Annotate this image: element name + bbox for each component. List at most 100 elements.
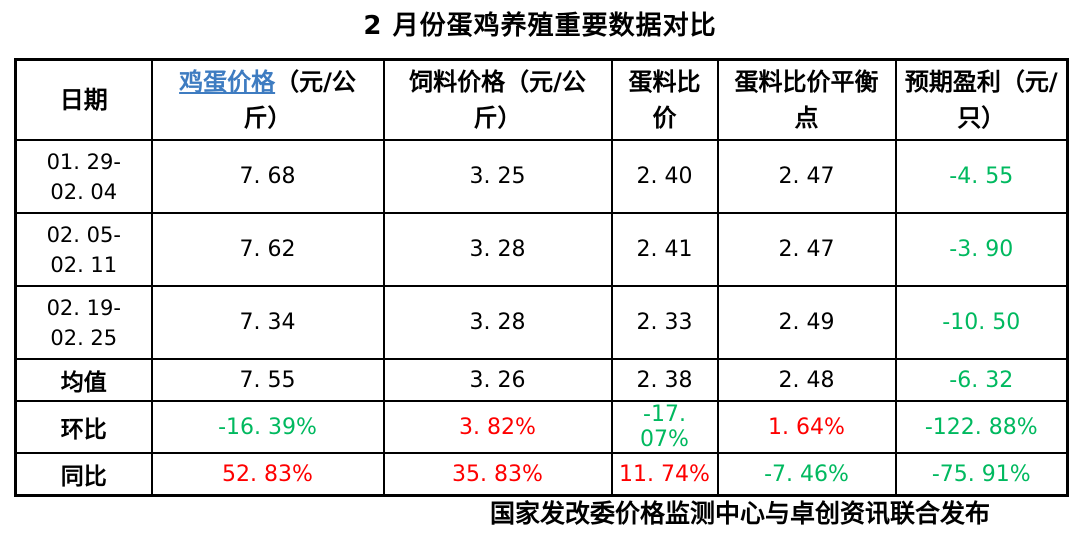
value-cell: 7. 34 <box>150 285 385 360</box>
cell-value: -7. 46% <box>764 461 849 487</box>
table-row-yoy: 同比 52. 83% 35. 83% 11. 74% -7. 46% -75. … <box>14 452 1069 497</box>
egg-price-link[interactable]: 鸡蛋价格 <box>179 68 276 96</box>
date-cell: 02. 19- 02. 25 <box>14 285 153 360</box>
value-cell: 2. 47 <box>716 212 897 287</box>
header-egg-feed-ratio: 蛋料比 价 <box>610 58 719 141</box>
cell-value: -4. 55 <box>949 164 1014 189</box>
value-cell: -10. 50 <box>894 285 1069 360</box>
cell-value: 11. 74% <box>619 461 710 487</box>
header-balance-point: 蛋料比价平衡 点 <box>716 58 897 141</box>
cell-value: -122. 88% <box>924 414 1038 440</box>
date-line2: 02. 25 <box>50 325 118 350</box>
cell-value: 35. 83% <box>452 461 543 487</box>
cell-value: 7. 62 <box>239 237 296 262</box>
value-cell: 11. 74% <box>610 452 719 497</box>
date-line2: 02. 04 <box>50 179 118 204</box>
value-cell: 7. 68 <box>150 139 385 214</box>
table-row-mean: 均值 7. 55 3. 26 2. 38 2. 48 -6. 32 <box>14 358 1069 402</box>
cell-value: 2. 48 <box>778 367 835 393</box>
value-cell: 3. 28 <box>382 285 613 360</box>
cell-value: -3. 90 <box>949 237 1014 262</box>
header-feed-price: 饲料价格（元/公 斤） <box>382 58 613 141</box>
header-row: 日期 鸡蛋价格（元/公 斤） 饲料价格（元/公 斤） 蛋料比 价 蛋料比价平衡 … <box>14 58 1069 141</box>
page-title: 2 月份蛋鸡养殖重要数据对比 <box>363 11 717 41</box>
cell-value: -16. 39% <box>218 414 317 440</box>
table-row-week1: 01. 29- 02. 04 7. 68 3. 25 2. 40 2. 47 -… <box>14 139 1069 214</box>
cell-value: 3. 28 <box>469 237 526 262</box>
value-cell: -75. 91% <box>894 452 1069 497</box>
value-cell: 3. 25 <box>382 139 613 214</box>
cell-value: 3. 28 <box>469 310 526 335</box>
date-cell: 01. 29- 02. 04 <box>14 139 153 214</box>
cell-value: -6. 32 <box>949 367 1014 393</box>
value-cell: -3. 90 <box>894 212 1069 287</box>
date-line1: 02. 19- <box>46 295 121 320</box>
value-cell: 2. 38 <box>610 358 719 402</box>
date-line2: 02. 11 <box>50 252 118 277</box>
header-balance-label2: 点 <box>794 104 819 132</box>
cell-value: 2. 38 <box>636 367 693 393</box>
header-profit-label: 预期盈利（元/ <box>904 68 1058 96</box>
row-label-cell: 同比 <box>14 452 153 497</box>
cell-value: -17. 07% <box>640 402 689 452</box>
header-egg-price-unit: （元/公 <box>275 68 356 96</box>
header-date-label: 日期 <box>59 86 108 114</box>
value-cell: 3. 82% <box>382 400 613 454</box>
cell-value: 1. 64% <box>768 414 845 440</box>
egg-data-table: 日期 鸡蛋价格（元/公 斤） 饲料价格（元/公 斤） 蛋料比 价 蛋料比价平衡 … <box>14 58 1069 497</box>
row-label: 同比 <box>60 464 107 490</box>
date-line1: 01. 29- <box>46 149 121 174</box>
table-row-week3: 02. 19- 02. 25 7. 34 3. 28 2. 33 2. 49 -… <box>14 285 1069 360</box>
cell-value: 2. 40 <box>636 164 693 189</box>
cell-value: 7. 34 <box>239 310 296 335</box>
value-cell: -16. 39% <box>150 400 385 454</box>
cell-value: 3. 26 <box>469 367 526 393</box>
value-cell: 3. 26 <box>382 358 613 402</box>
table-row-mom: 环比 -16. 39% 3. 82% -17. 07% 1. 64% -122.… <box>14 400 1069 454</box>
header-ratio-label: 蛋料比 <box>628 68 701 96</box>
value-cell: 2. 40 <box>610 139 719 214</box>
cell-value: 52. 83% <box>222 461 313 487</box>
cell-value: 7. 55 <box>239 367 296 393</box>
cell-value: 3. 82% <box>459 414 536 440</box>
header-egg-price-unit2: 斤） <box>243 104 292 132</box>
header-profit-label2: 只） <box>957 104 1006 132</box>
row-label-cell: 环比 <box>14 400 153 454</box>
cell-value: 2. 47 <box>778 237 835 262</box>
value-cell: 52. 83% <box>150 452 385 497</box>
header-ratio-label2: 价 <box>652 104 677 132</box>
value-cell: 7. 55 <box>150 358 385 402</box>
row-label: 均值 <box>60 370 107 396</box>
value-cell: 3. 28 <box>382 212 613 287</box>
value-cell: 2. 33 <box>610 285 719 360</box>
value-cell: 35. 83% <box>382 452 613 497</box>
header-date: 日期 <box>14 58 153 141</box>
cell-value: 7. 68 <box>239 164 296 189</box>
date-cell: 02. 05- 02. 11 <box>14 212 153 287</box>
header-balance-label: 蛋料比价平衡 <box>734 68 879 96</box>
cell-value: 2. 49 <box>778 310 835 335</box>
value-cell: 7. 62 <box>150 212 385 287</box>
value-cell: 2. 47 <box>716 139 897 214</box>
header-feed-price-label: 饲料价格（元/公 <box>409 68 586 96</box>
header-expected-profit: 预期盈利（元/ 只） <box>894 58 1069 141</box>
table-row-week2: 02. 05- 02. 11 7. 62 3. 28 2. 41 2. 47 -… <box>14 212 1069 287</box>
value-cell: -4. 55 <box>894 139 1069 214</box>
value-cell: -17. 07% <box>610 400 719 454</box>
source-attribution: 国家发改委价格监测中心与卓创资讯联合发布 <box>489 499 990 528</box>
value-cell: 1. 64% <box>716 400 897 454</box>
cell-value: 3. 25 <box>469 164 526 189</box>
cell-value: -10. 50 <box>942 310 1021 335</box>
date-line1: 02. 05- <box>46 222 121 247</box>
value-cell: -7. 46% <box>716 452 897 497</box>
header-egg-price: 鸡蛋价格（元/公 斤） <box>150 58 385 141</box>
row-label-cell: 均值 <box>14 358 153 402</box>
header-feed-price-label2: 斤） <box>473 104 522 132</box>
value-cell: 2. 41 <box>610 212 719 287</box>
value-cell: 2. 49 <box>716 285 897 360</box>
cell-value: 2. 47 <box>778 164 835 189</box>
row-label: 环比 <box>60 417 107 443</box>
value-cell: -122. 88% <box>894 400 1069 454</box>
value-cell: 2. 48 <box>716 358 897 402</box>
value-cell: -6. 32 <box>894 358 1069 402</box>
